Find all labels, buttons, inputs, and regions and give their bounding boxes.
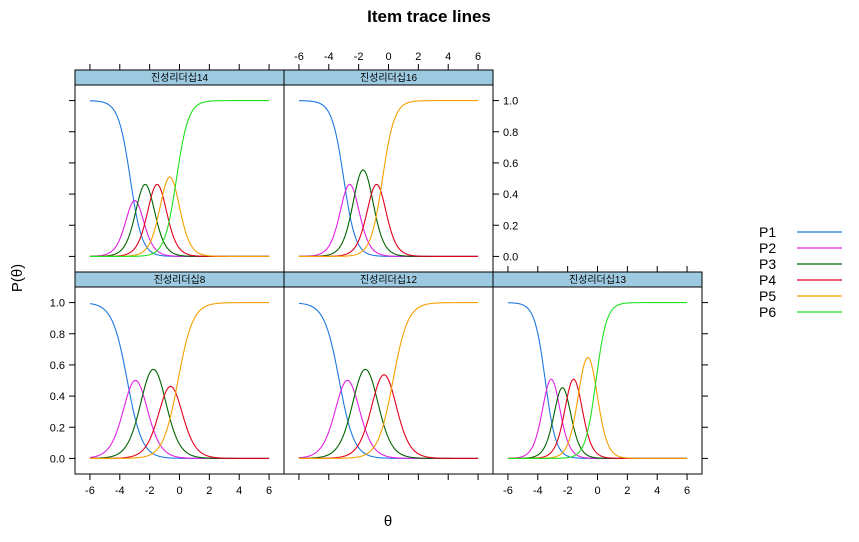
x-tick-label: 4 [654, 485, 660, 497]
y-tick-label: 0.6 [503, 158, 518, 170]
trace-line-p5 [89, 302, 270, 459]
x-tick-label: -2 [354, 51, 364, 63]
x-tick-label: 2 [415, 51, 421, 63]
y-tick-label: 0.2 [503, 220, 518, 232]
y-tick-label: 0.8 [50, 329, 65, 341]
x-tick-label: 0 [385, 51, 391, 63]
x-tick-label: -4 [115, 485, 125, 497]
y-tick-label: 0.0 [503, 251, 518, 263]
trace-line-p3 [298, 169, 479, 257]
x-tick-label: 0 [176, 485, 182, 497]
panels: 진성리더십14 진성리더십16 진성리더십8 진성리더십12 진성리더십13 [74, 69, 703, 475]
trace-line-p2 [89, 379, 270, 459]
panel-strip-label: 진성리더십14 [151, 72, 209, 84]
panel-strip-label: 진성리더십8 [154, 274, 206, 286]
x-tick-label: -4 [324, 51, 334, 63]
x-tick-label: -6 [503, 485, 513, 497]
trace-line-p1 [89, 303, 270, 459]
y-tick-label: 0.2 [50, 422, 65, 434]
y-axis-title: P(θ) [9, 264, 26, 292]
y-tick-label: 0.4 [50, 391, 65, 403]
trace-line-p1 [89, 100, 270, 257]
x-tick-label: 2 [624, 485, 630, 497]
y-tick-label: 0.0 [50, 453, 65, 465]
legend-label: P6 [759, 304, 776, 320]
trace-line-p1 [507, 302, 688, 459]
panel-frame [283, 84, 494, 273]
y-tick-label: 0.6 [50, 360, 65, 372]
trace-line-p2 [507, 378, 688, 459]
trace-line-p4 [89, 385, 270, 459]
x-tick-label: -6 [294, 51, 304, 63]
trace-line-p3 [298, 368, 479, 459]
trace-line-p6 [507, 302, 688, 459]
y-tick-label: 1.0 [503, 96, 518, 108]
x-tick-label: 6 [475, 51, 481, 63]
trace-line-p6 [89, 100, 270, 257]
trace-line-p5 [298, 302, 479, 459]
y-tick-label: 0.4 [503, 189, 518, 201]
x-axis-title: θ [384, 513, 392, 530]
chart-title: Item trace lines [367, 7, 491, 26]
x-tick-label: 0 [594, 485, 600, 497]
trace-line-p4 [298, 183, 479, 257]
x-tick-label: -2 [563, 485, 573, 497]
x-tick-label: 4 [445, 51, 451, 63]
trace-line-p1 [298, 100, 479, 257]
x-tick-label: -4 [533, 485, 543, 497]
trace-line-p4 [507, 378, 688, 459]
panel-strip-label: 진성리더십13 [569, 274, 627, 286]
legend-label: P3 [759, 256, 776, 272]
trace-line-p3 [89, 368, 270, 459]
x-tick-label: 6 [684, 485, 690, 497]
x-tick-label: -2 [145, 485, 155, 497]
axes: -6 -4 -2 0 2 4 6 -6 -4 -2 0 2 4 6 -6 -4 -2 0 2 4 6 0.0 0.2 0.4 0… [50, 51, 708, 497]
y-tick-label: 1.0 [50, 298, 65, 310]
x-tick-label: -6 [85, 485, 95, 497]
panel-strip-label: 진성리더십16 [360, 72, 418, 84]
panel-frame [74, 286, 285, 475]
panel-frame [74, 84, 285, 273]
trace-line-p2 [298, 379, 479, 459]
y-tick-label: 0.8 [503, 127, 518, 139]
x-tick-label: 6 [266, 485, 272, 497]
panel-frame [492, 286, 703, 475]
legend-label: P1 [759, 224, 776, 240]
trace-line-p5 [298, 100, 479, 257]
legend-label: P4 [759, 272, 776, 288]
panel-strip-label: 진성리더십12 [360, 274, 418, 286]
x-tick-label: 4 [236, 485, 242, 497]
x-tick-label: 2 [206, 485, 212, 497]
trace-line-p4 [298, 374, 479, 459]
legend-label: P2 [759, 240, 776, 256]
legend-label: P5 [759, 288, 776, 304]
